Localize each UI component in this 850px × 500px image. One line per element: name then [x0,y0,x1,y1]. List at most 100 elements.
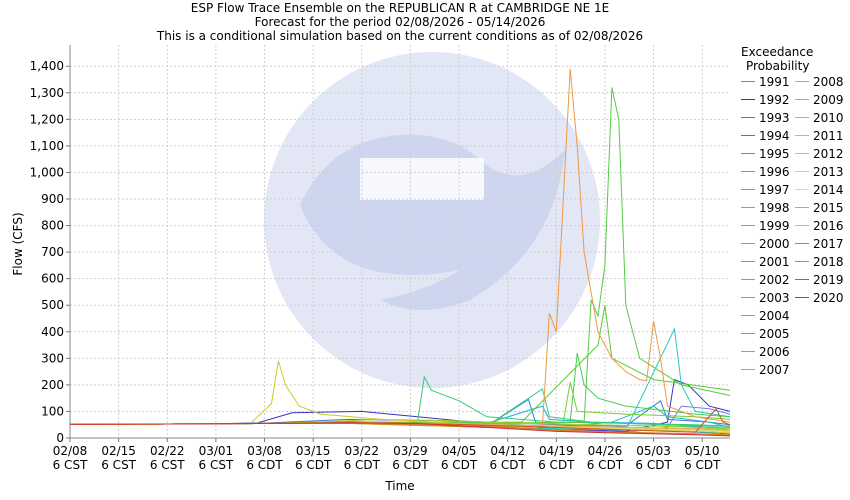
legend-swatch [795,261,809,262]
legend-entry-2016: 2016 [795,217,844,235]
y-tick-labels: 0 100 200 300 400 500 600 700 800 900 1,000 1,100 1,… [30,59,64,445]
legend-swatch [741,189,755,190]
legend-label: 2014 [813,183,844,197]
legend-label: 2004 [759,309,790,323]
legend-entry-2006: 2006 [741,343,790,361]
legend-swatch [741,117,755,118]
legend-entry-1997: 1997 [741,181,790,199]
legend-entry-1995: 1995 [741,145,790,163]
legend-label: 2011 [813,129,844,143]
y-tick-label: 1,300 [30,86,64,100]
x-tick-date: 04/12 [490,444,525,458]
legend-entry-2018: 2018 [795,253,844,271]
legend-label: 1994 [759,129,790,143]
legend-label: 2003 [759,291,790,305]
y-tick-label: 1,200 [30,112,64,126]
legend-entry-2009: 2009 [795,91,844,109]
legend-swatch [795,135,809,136]
legend-label: 1993 [759,111,790,125]
legend-swatch [795,243,809,244]
x-tick-time: 6 CDT [295,458,332,472]
legend-entry-2014: 2014 [795,181,844,199]
y-tick-label: 1,400 [30,59,64,73]
x-tick-date: 02/22 [150,444,185,458]
x-tick-date: 04/19 [539,444,574,458]
x-tick-time: 6 CDT [635,458,672,472]
legend-entry-2017: 2017 [795,235,844,253]
legend-label: 2007 [759,363,790,377]
x-tick-time: 6 CST [101,458,136,472]
x-tick-time: 6 CDT [246,458,283,472]
legend-swatch [741,279,755,280]
legend-label: 2000 [759,237,790,251]
legend-swatch [795,297,809,298]
legend-entry-2012: 2012 [795,145,844,163]
legend-entry-2000: 2000 [741,235,790,253]
legend-label: 1991 [759,75,790,89]
legend-entry-1991: 1991 [741,73,790,91]
legend-entry-2002: 2002 [741,271,790,289]
legend-entry-2001: 2001 [741,253,790,271]
legend-label: 2002 [759,273,790,287]
legend-swatch [795,153,809,154]
legend-entry-1994: 1994 [741,127,790,145]
x-tick-time: 6 CST [199,458,234,472]
legend-label: 2013 [813,165,844,179]
y-tick-label: 800 [41,219,64,233]
legend-title-line-2: Probability [746,59,810,73]
legend-swatch [795,81,809,82]
x-tick-date: 03/15 [296,444,331,458]
legend-label: 1999 [759,219,790,233]
legend-label: 2008 [813,75,844,89]
legend-title-line-1: Exceedance [741,45,814,59]
x-axis-label: Time [384,479,414,493]
legend-swatch [795,171,809,172]
legend-entry-1992: 1992 [741,91,790,109]
legend-entry-1998: 1998 [741,199,790,217]
y-tick-label: 1,100 [30,139,64,153]
y-tick-label: 700 [41,245,64,259]
legend-swatch [741,171,755,172]
axes [66,45,730,442]
legend-entry-2013: 2013 [795,163,844,181]
x-tick-date: 04/05 [442,444,477,458]
chart-subtitle: Forecast for the period 02/08/2026 - 05/… [254,15,546,29]
legend-swatch [741,297,755,298]
legend-entry-2011: 2011 [795,127,844,145]
x-tick-date: 03/29 [393,444,428,458]
legend-entry-2015: 2015 [795,199,844,217]
series-lines [69,68,731,437]
legend-swatch [741,81,755,82]
legend-entry-1993: 1993 [741,109,790,127]
y-tick-label: 1,000 [30,165,64,179]
series-line-1995 [69,405,731,431]
y-tick-label: 100 [41,404,64,418]
x-tick-time: 6 CDT [441,458,478,472]
x-tick-date: 04/26 [588,444,623,458]
legend-swatch [741,315,755,316]
legend-label: 1992 [759,93,790,107]
x-tick-time: 6 CST [53,458,88,472]
legend-label: 2019 [813,273,844,287]
series-line-2007 [69,382,731,425]
legend-label: 2018 [813,255,844,269]
chart-note: This is a conditional simulation based o… [156,29,644,43]
legend-label: 2017 [813,237,844,251]
x-tick-time: 6 CDT [392,458,429,472]
legend-label: 2001 [759,255,790,269]
legend-swatch [741,261,755,262]
legend-swatch [795,189,809,190]
legend-swatch [741,225,755,226]
x-tick-date: 02/08 [53,444,88,458]
legend-label: 1995 [759,147,790,161]
x-tick-time: 6 CDT [538,458,575,472]
legend-label: 2020 [813,291,844,305]
y-tick-label: 300 [41,351,64,365]
x-tick-time: 6 CDT [489,458,526,472]
legend-entry-2019: 2019 [795,271,844,289]
x-tick-date: 02/15 [101,444,136,458]
legend-swatch [741,135,755,136]
legend-entry-2003: 2003 [741,289,790,307]
legend-entry-1999: 1999 [741,217,790,235]
